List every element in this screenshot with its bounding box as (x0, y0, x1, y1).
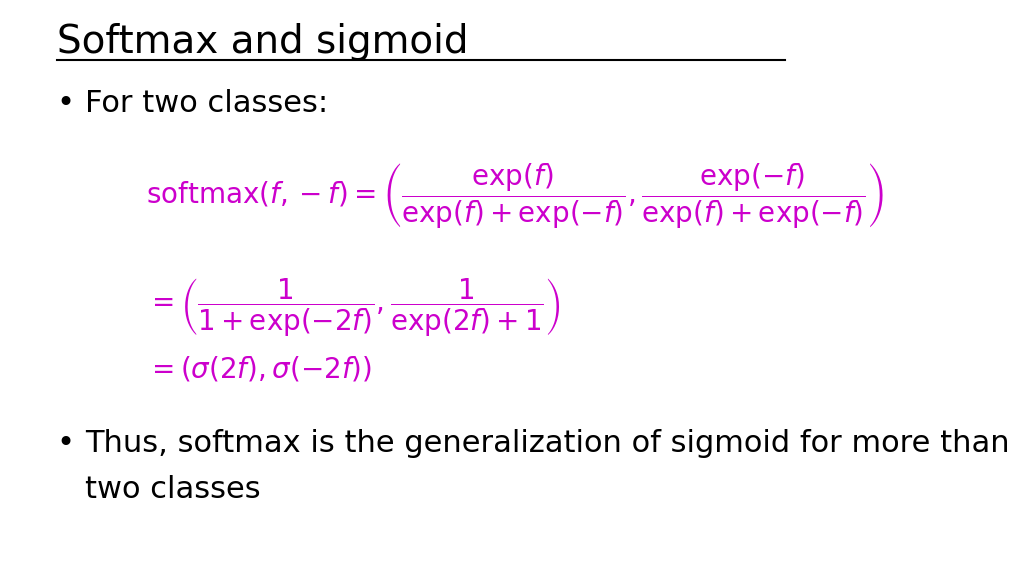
Text: •: • (56, 89, 75, 118)
Text: Thus, softmax is the generalization of sigmoid for more than: Thus, softmax is the generalization of s… (85, 429, 1010, 458)
Text: $= \left(\sigma(2f), \sigma(-2f)\right)$: $= \left(\sigma(2f), \sigma(-2f)\right)$ (145, 354, 372, 383)
Text: $\mathrm{softmax}(f,-f) = \left(\dfrac{\exp(f)}{\exp(f)+\exp(-f)},\dfrac{\exp(-f: $\mathrm{softmax}(f,-f) = \left(\dfrac{\… (145, 161, 884, 230)
Text: Softmax and sigmoid: Softmax and sigmoid (56, 23, 468, 61)
Text: two classes: two classes (85, 475, 261, 504)
Text: $= \left(\dfrac{1}{1+\exp(-2f)},\dfrac{1}{\exp(2f)+1}\right)$: $= \left(\dfrac{1}{1+\exp(-2f)},\dfrac{1… (145, 276, 560, 339)
Text: For two classes:: For two classes: (85, 89, 328, 118)
Text: •: • (56, 429, 75, 458)
